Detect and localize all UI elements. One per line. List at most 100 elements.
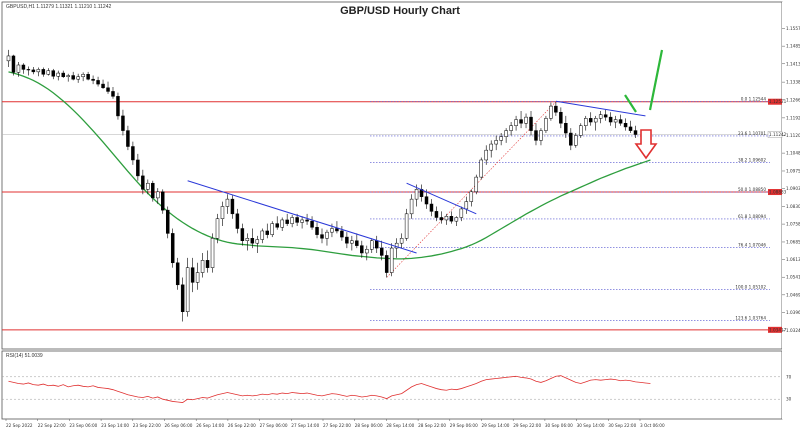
candle-body <box>180 284 185 312</box>
candle <box>180 277 185 322</box>
candle <box>360 240 364 258</box>
candle-body <box>300 219 304 223</box>
candle <box>250 228 255 249</box>
time-tick-label: 28 Sep 06:00 <box>355 423 383 428</box>
time-tick-label: 26 Sep 06:00 <box>165 423 193 428</box>
candle <box>56 70 60 81</box>
candle <box>588 112 593 126</box>
candle-body <box>534 130 538 141</box>
candle <box>454 216 459 227</box>
candle <box>91 75 95 85</box>
candle-body <box>91 78 95 81</box>
candle-body <box>379 247 384 256</box>
candle-body <box>623 123 628 128</box>
rsi-label: RSI(14) 51.0039 <box>6 353 43 359</box>
candle-body <box>36 69 41 73</box>
candle-body <box>240 228 245 241</box>
price-tick-label: 1.14130 <box>786 61 800 66</box>
candle-body <box>31 69 36 73</box>
candle <box>71 71 75 81</box>
candle <box>335 221 339 234</box>
red-down-arrow <box>634 129 658 160</box>
candle-body <box>121 115 125 131</box>
candle <box>539 128 543 146</box>
candle-body <box>255 239 260 244</box>
fibonacci-label: 123.6 1.03764 <box>735 316 766 321</box>
candle <box>320 228 324 244</box>
candle <box>76 73 80 83</box>
price-tick-label: 1.06130 <box>786 257 800 262</box>
fibonacci-label: 23.6 1.10701 <box>738 131 766 136</box>
candle-body <box>21 64 26 70</box>
candle-body <box>146 182 150 190</box>
candle-body <box>429 203 434 212</box>
candle <box>628 120 633 134</box>
time-tick-label: 3 Oct 06:00 <box>640 423 665 428</box>
candle-body <box>608 116 613 123</box>
candle <box>469 189 474 207</box>
price-axis-area <box>782 2 798 419</box>
candle <box>81 72 85 82</box>
candle <box>165 206 170 239</box>
candle-body <box>489 143 493 151</box>
candle <box>340 226 344 241</box>
candle <box>121 109 125 136</box>
candle-body <box>235 213 240 229</box>
candle <box>544 115 548 134</box>
candle-body <box>340 230 344 238</box>
candle <box>479 157 483 180</box>
time-tick-label: 29 Sep 14:00 <box>482 423 510 428</box>
candle-body <box>315 227 319 235</box>
candle-body <box>320 234 324 239</box>
candle <box>156 188 160 205</box>
rsi-indicator: 70 30 <box>2 374 792 403</box>
candle-body <box>46 70 51 75</box>
candle-body <box>335 228 339 232</box>
rsi-level-label: 70 <box>786 374 792 379</box>
price-tick-label: 1.13380 <box>786 80 800 85</box>
candle <box>579 123 583 138</box>
candle-body <box>170 233 175 264</box>
candle-body <box>603 114 608 118</box>
candle-body <box>165 209 170 234</box>
candle <box>46 68 51 76</box>
price-tick-label: 1.07580 <box>786 222 800 227</box>
bearish-trendline-1 <box>187 180 417 254</box>
price-axis: 1.15570 1.14850 1.14130 1.13380 1.12660 1.119… <box>782 26 800 333</box>
candle-body <box>230 198 235 215</box>
candle <box>205 250 210 273</box>
candle-body <box>449 216 454 222</box>
candle-body <box>588 118 593 123</box>
candle-body <box>539 130 543 141</box>
bearish-trendline-3 <box>555 100 646 117</box>
candle <box>96 76 100 87</box>
candles <box>6 49 638 322</box>
price-tick-label: 1.05410 <box>786 275 800 280</box>
candle <box>270 221 274 238</box>
candle-body <box>454 217 459 222</box>
candle <box>136 153 140 181</box>
fibonacci-label: 0.0 1.12544 <box>741 97 767 102</box>
candle-body <box>200 260 205 273</box>
time-tick-label: 29 Sep 22:00 <box>513 423 541 428</box>
candle-body <box>628 126 633 131</box>
candle-body <box>16 64 21 73</box>
candle <box>310 216 314 230</box>
candle-body <box>141 175 145 190</box>
time-tick-label: 30 Sep 14:00 <box>577 423 605 428</box>
candle <box>384 250 389 278</box>
candle-body <box>464 201 469 210</box>
candle <box>429 199 434 217</box>
candle-body <box>618 119 623 124</box>
candle-body <box>101 83 105 89</box>
candle <box>365 245 369 261</box>
candle-body <box>569 132 573 146</box>
time-axis: 22 Sep 2022 22 Sep 22:00 23 Sep 06:00 23 Se… <box>5 419 665 428</box>
candle <box>265 223 270 239</box>
candle <box>6 49 11 67</box>
candle <box>41 67 46 77</box>
candle-body <box>474 176 479 193</box>
candle <box>200 252 205 278</box>
symbol-info: GBPUSD,H1 1.11279 1.11321 1.11210 1.1124… <box>6 4 111 10</box>
candle <box>574 133 578 148</box>
